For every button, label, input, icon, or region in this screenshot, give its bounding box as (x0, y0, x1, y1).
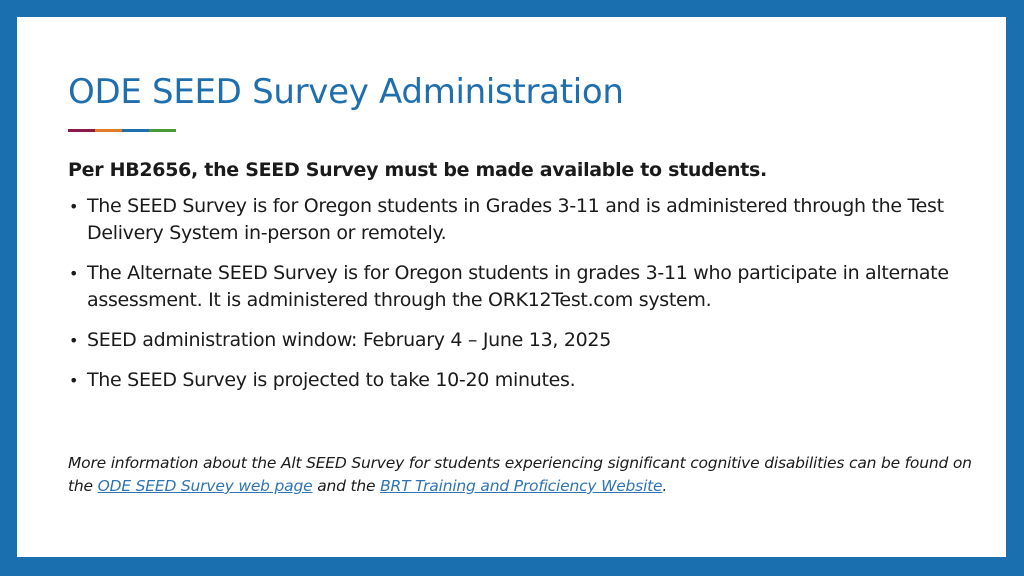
footnote-text-middle: and the (312, 477, 381, 495)
bullet-text: SEED administration window: February 4 –… (87, 329, 612, 351)
bullet-text: The SEED Survey is for Oregon students i… (87, 195, 944, 244)
slide: ODE SEED Survey Administration Per HB265… (17, 17, 1006, 557)
accent-segment-plum (68, 129, 95, 132)
bullet-item: • SEED administration window: February 4… (68, 327, 978, 354)
bullet-text: The Alternate SEED Survey is for Oregon … (87, 262, 949, 311)
bullet-item: • The SEED Survey is for Oregon students… (68, 193, 978, 247)
bullet-icon: • (69, 371, 79, 390)
slide-title: ODE SEED Survey Administration (68, 72, 624, 112)
bullet-text: The SEED Survey is projected to take 10-… (87, 369, 576, 391)
ode-seed-survey-link[interactable]: ODE SEED Survey web page (97, 477, 313, 495)
bullet-item: • The SEED Survey is projected to take 1… (68, 367, 978, 394)
more-info-footnote: More information about the Alt SEED Surv… (68, 452, 978, 498)
bullet-icon: • (69, 331, 79, 350)
footnote-text-before: More information about the Alt SEED Surv… (68, 454, 972, 495)
accent-segment-orange (95, 129, 122, 132)
accent-segment-green (149, 129, 176, 132)
bullet-item: • The Alternate SEED Survey is for Orego… (68, 260, 978, 314)
title-accent-bar (68, 129, 176, 132)
bullet-icon: • (69, 264, 79, 283)
brt-training-link[interactable]: BRT Training and Proficiency Website (380, 477, 663, 495)
accent-segment-blue (122, 129, 149, 132)
lead-statement: Per HB2656, the SEED Survey must be made… (68, 159, 767, 181)
bullet-icon: • (69, 197, 79, 216)
footnote-text-after: . (662, 477, 668, 495)
bullet-list: • The SEED Survey is for Oregon students… (68, 193, 978, 394)
slide-body: Per HB2656, the SEED Survey must be made… (68, 159, 978, 407)
